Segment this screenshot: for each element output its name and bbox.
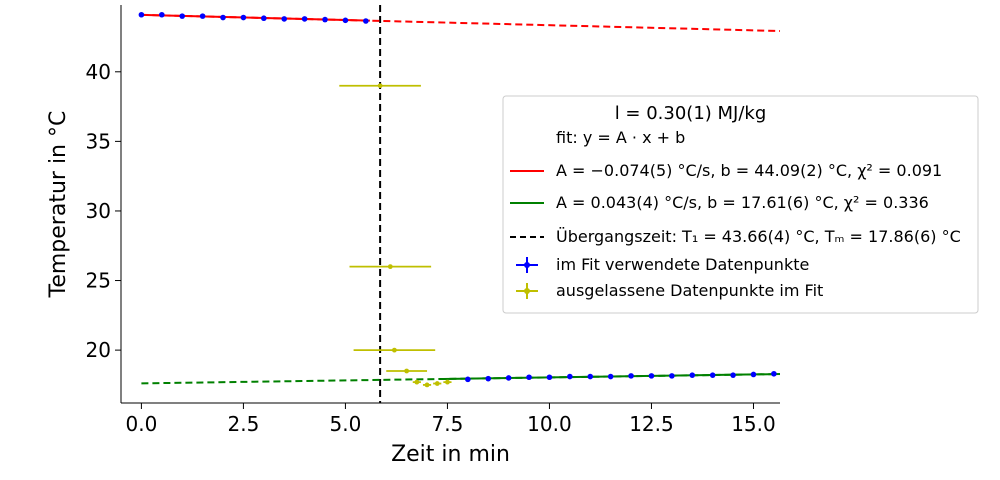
legend-entry: A = 0.043(4) °C/s, b = 17.61(6) °C, χ² =… [510, 193, 929, 212]
fit-data-point [322, 16, 328, 23]
x-axis-label: Zeit in min [391, 442, 510, 467]
fit-data-point [301, 16, 308, 22]
fit-data-point [342, 17, 349, 24]
fit-data-point [220, 14, 226, 21]
fit-data-point [771, 370, 777, 377]
legend-title: l = 0.30(1) MJ/kg [615, 103, 767, 124]
fit-data-point [199, 13, 206, 19]
fit-data-point [179, 13, 186, 19]
fit-data-point [159, 11, 165, 18]
fit-data-point [465, 376, 471, 383]
x-tick-label: 12.5 [629, 412, 674, 436]
x-tick-label: 15.0 [731, 412, 776, 436]
excluded-data-point [445, 379, 450, 385]
legend-handle-marker [524, 262, 530, 268]
legend-entry-label: A = 0.043(4) °C/s, b = 17.61(6) °C, χ² =… [556, 193, 929, 212]
fit-data-point [526, 374, 532, 381]
fit-data-point [669, 373, 675, 379]
x-tick-label: 10.0 [527, 412, 572, 436]
legend-entry: Übergangszeit: T₁ = 43.66(4) °C, Tₘ = 17… [510, 227, 961, 246]
y-tick-label: 35 [86, 129, 111, 153]
excluded-data-point [414, 379, 420, 385]
x-tick-label: 0.0 [125, 412, 157, 436]
legend-entry: fit: y = A · x + b [556, 128, 685, 147]
y-tick-label: 40 [86, 60, 111, 84]
excluded-data-point [434, 381, 440, 386]
x-ticks: 0.0 2.5 5.0 7.5 10.0 12.5 15.0 [125, 403, 776, 436]
fit-data-point [587, 373, 594, 380]
fit-data-point [648, 373, 655, 379]
fit-data-point [750, 371, 757, 378]
legend-entry-label: fit: y = A · x + b [556, 128, 685, 147]
plot-area [138, 5, 781, 403]
y-tick-label: 30 [86, 199, 111, 223]
excluded-data-point [404, 368, 410, 374]
fit-data-point [607, 373, 614, 380]
legend-entry: im Fit verwendete Datenpunkte [516, 255, 809, 274]
fit-data-point [689, 372, 696, 378]
legend-entry: ausgelassene Datenpunkte im Fit [516, 281, 823, 300]
fit-data-point [505, 375, 512, 381]
axes: 0.0 2.5 5.0 7.5 10.0 12.5 15.0 20 25 30 35 40 Zeit… [46, 5, 780, 467]
fit-data-point [567, 373, 573, 380]
y-tick-label: 20 [86, 338, 111, 362]
legend-entry: A = −0.074(5) °C/s, b = 44.09(2) °C, χ² … [510, 161, 942, 180]
fit-data-point [261, 15, 267, 22]
x-tick-label: 5.0 [330, 412, 362, 436]
fit-data-point [546, 374, 553, 381]
fit-data-point [363, 18, 369, 24]
fit-data-point [628, 373, 634, 379]
legend-entry-label: A = −0.074(5) °C/s, b = 44.09(2) °C, χ² … [556, 161, 942, 180]
legend-entry-label: Übergangszeit: T₁ = 43.66(4) °C, Tₘ = 17… [556, 227, 961, 246]
fit-data-point [730, 372, 736, 378]
excluded-data-point [391, 347, 397, 353]
legend-box [502, 95, 979, 314]
fit-data-point [281, 16, 288, 22]
fit-data-point [485, 375, 492, 382]
x-tick-label: 2.5 [228, 412, 260, 436]
excluded-data-point [387, 264, 393, 270]
fit-line-red-dashed [141, 13, 781, 33]
y-axis-label: Temperatur in °C [46, 111, 71, 299]
excluded-data-point [424, 382, 430, 388]
y-ticks: 20 25 30 35 40 [86, 60, 121, 362]
fit-data-point [240, 14, 247, 21]
legend-handle-marker [524, 288, 530, 294]
excluded-data-point [377, 83, 383, 89]
fit-data-point [709, 372, 716, 378]
legend-entries: fit: y = A · x + b A = −0.074(5) °C/s, b … [510, 128, 961, 300]
legend-entry-label: im Fit verwendete Datenpunkte [556, 255, 809, 274]
legend: l = 0.30(1) MJ/kg fit: y = A · x + b A = … [502, 95, 979, 314]
fit-line-red-solid [141, 13, 370, 22]
y-tick-label: 25 [86, 269, 111, 293]
fit-data-point [138, 11, 145, 18]
x-tick-label: 7.5 [432, 412, 464, 436]
legend-entry-label: ausgelassene Datenpunkte im Fit [556, 281, 823, 300]
